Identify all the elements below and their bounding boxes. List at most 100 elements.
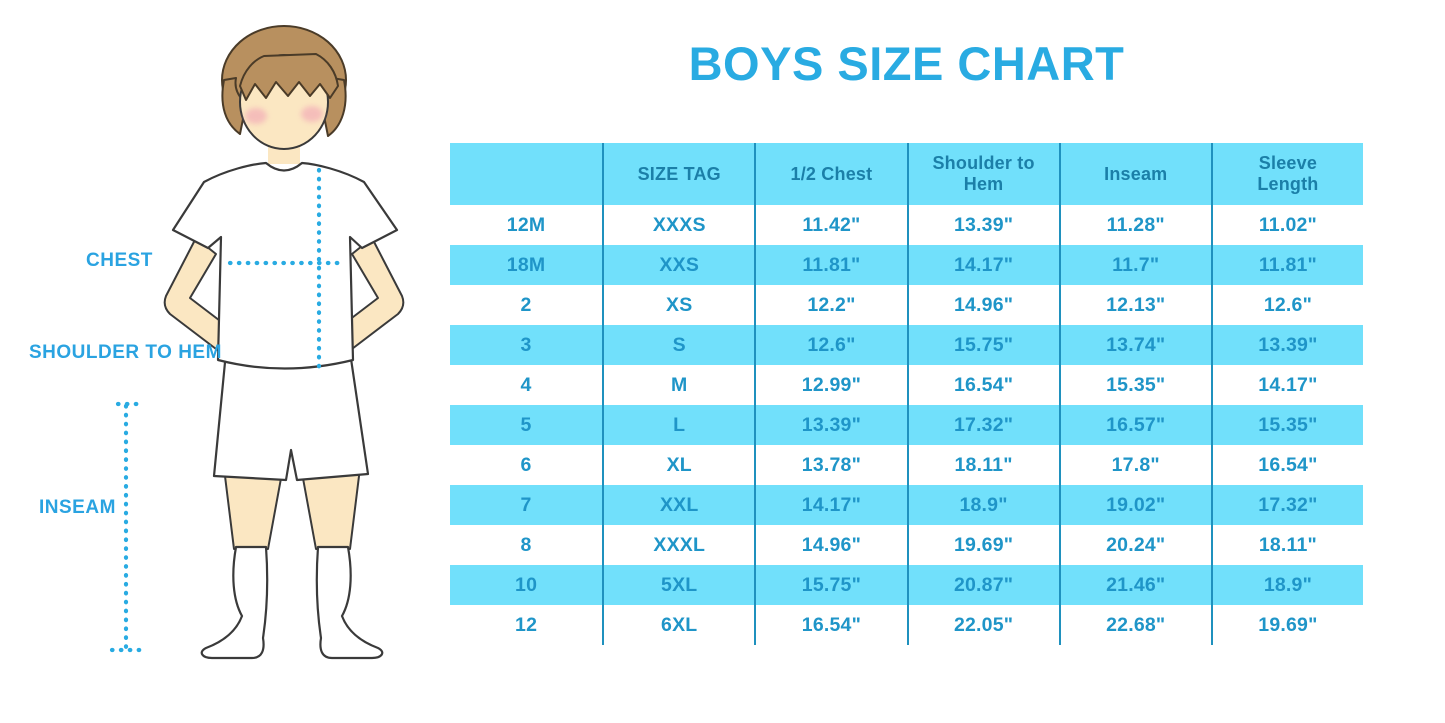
table-cell: 3 — [520, 333, 532, 356]
table-row: 6 XL 13.78" 18.11" 17.8" 16.54" — [450, 445, 1363, 485]
table-cell: 12.13" — [1058, 285, 1211, 325]
table-cell: 16.54" — [1210, 445, 1363, 485]
table-cell: 2 — [520, 293, 532, 316]
table-cell: 16.54" — [754, 605, 906, 645]
boy-bangs — [239, 53, 339, 101]
table-cell: 22.05" — [906, 605, 1059, 645]
table-header-cell — [450, 143, 602, 205]
table-row: 10 5XL 15.75" 20.87" 21.46" 18.9" — [450, 565, 1363, 605]
table-cell: XS — [602, 285, 754, 325]
table-cell: 22.68" — [1058, 605, 1211, 645]
table-row: 3 S 12.6" 15.75" 13.74" 13.39" — [450, 325, 1363, 365]
table-cell: 17.32" — [906, 405, 1059, 445]
table-cell: 20.24" — [1058, 525, 1211, 565]
boy-head — [221, 25, 347, 150]
table-cell: 14.96" — [906, 285, 1059, 325]
table-cell: 12M — [506, 213, 546, 236]
table-cell: 18.9" — [1210, 565, 1363, 605]
table-cell: 19.69" — [906, 525, 1059, 565]
table-cell: 8 — [520, 533, 532, 556]
table-cell: 17.32" — [1210, 485, 1363, 525]
table-cell: 12.2" — [754, 285, 906, 325]
table-cell: 18M — [506, 253, 546, 276]
table-header-cell: Sleeve Length — [1210, 143, 1363, 205]
table-cell: 16.54" — [906, 365, 1059, 405]
table-header-cell: SIZE TAG — [602, 143, 754, 205]
table-cell: 14.96" — [754, 525, 906, 565]
table-cell: 16.57" — [1058, 405, 1211, 445]
table-header-cell: 1/2 Chest — [754, 143, 906, 205]
table-cell: XXS — [602, 245, 754, 285]
table-cell: 12.6" — [754, 325, 906, 365]
table-row: 4 M 12.99" 16.54" 15.35" 14.17" — [450, 365, 1363, 405]
table-cell: 20.87" — [906, 565, 1059, 605]
table-cell: 12 — [515, 613, 538, 636]
table-cell: 14.17" — [754, 485, 906, 525]
label-shoulder-to-hem: SHOULDER TO HEM — [29, 342, 222, 363]
table-header-cell: Shoulder to Hem — [906, 143, 1059, 205]
boy-blush-left — [245, 108, 267, 124]
table-row: 18M XXS 11.81" 14.17" 11.7" 11.81" — [450, 245, 1363, 285]
table-cell: XXXS — [602, 205, 754, 245]
table-cell: 11.02" — [1210, 205, 1363, 245]
table-cell: 11.81" — [1210, 245, 1363, 285]
boy-blush-right — [301, 106, 323, 122]
page-title: BOYS SIZE CHART — [688, 37, 1125, 90]
table-cell: 19.02" — [1058, 485, 1211, 525]
table-cell: 15.35" — [1058, 365, 1211, 405]
table-cell: 6XL — [602, 605, 754, 645]
table-cell: 15.35" — [1210, 405, 1363, 445]
table-cell: 18.11" — [1210, 525, 1363, 565]
table-cell: 11.28" — [1058, 205, 1211, 245]
table-cell: 12.99" — [754, 365, 906, 405]
boy-socks — [200, 545, 384, 660]
table-header-row: SIZE TAG 1/2 Chest Shoulder to Hem Inseam Sl… — [450, 143, 1363, 205]
boy-illustration — [109, 25, 405, 660]
table-cell: 6 — [520, 453, 532, 476]
table-cell: 11.81" — [754, 245, 906, 285]
table-cell: 13.74" — [1058, 325, 1211, 365]
table-cell: 14.17" — [906, 245, 1059, 285]
table-cell: 12.6" — [1210, 285, 1363, 325]
table-cell: XXXL — [602, 525, 754, 565]
table-row: 2 XS 12.2" 14.96" 12.13" 12.6" — [450, 285, 1363, 325]
table-cell: 7 — [520, 493, 532, 516]
table-row: 12 6XL 16.54" 22.05" 22.68" 19.69" — [450, 605, 1363, 645]
table-cell: 4 — [520, 373, 532, 396]
table-cell: XXL — [602, 485, 754, 525]
table-cell: S — [602, 325, 754, 365]
table-cell: 18.9" — [906, 485, 1059, 525]
table-header-cell: Inseam — [1058, 143, 1211, 205]
table-cell: 17.8" — [1058, 445, 1211, 485]
table-cell: 14.17" — [1210, 365, 1363, 405]
table-cell: 11.7" — [1058, 245, 1211, 285]
table-row: 8 XXXL 14.96" 19.69" 20.24" 18.11" — [450, 525, 1363, 565]
label-chest: CHEST — [86, 250, 153, 271]
table-cell: 15.75" — [754, 565, 906, 605]
table-cell: XL — [602, 445, 754, 485]
boy-tshirt — [171, 161, 399, 370]
table-cell: 10 — [515, 573, 538, 596]
table-cell: 13.39" — [906, 205, 1059, 245]
measure-guides — [109, 167, 348, 653]
table-row: 7 XXL 14.17" 18.9" 19.02" 17.32" — [450, 485, 1363, 525]
table-cell: 13.39" — [1210, 325, 1363, 365]
table-cell: 5XL — [602, 565, 754, 605]
table-row: 5 L 13.39" 17.32" 16.57" 15.35" — [450, 405, 1363, 445]
table-cell: L — [602, 405, 754, 445]
table-cell: 11.42" — [754, 205, 906, 245]
label-inseam: INSEAM — [39, 497, 116, 518]
table-cell: 18.11" — [906, 445, 1059, 485]
size-table: SIZE TAG 1/2 Chest Shoulder to Hem Inseam Sl… — [450, 143, 1363, 645]
table-cell: 13.78" — [754, 445, 906, 485]
table-cell: 5 — [520, 413, 532, 436]
table-cell: 19.69" — [1210, 605, 1363, 645]
table-row: 12M XXXS 11.42" 13.39" 11.28" 11.02" — [450, 205, 1363, 245]
table-cell: 15.75" — [906, 325, 1059, 365]
boy-shorts — [212, 350, 370, 482]
table-cell: 13.39" — [754, 405, 906, 445]
boy-legs — [223, 461, 361, 550]
table-cell: 21.46" — [1058, 565, 1211, 605]
table-cell: M — [602, 365, 754, 405]
